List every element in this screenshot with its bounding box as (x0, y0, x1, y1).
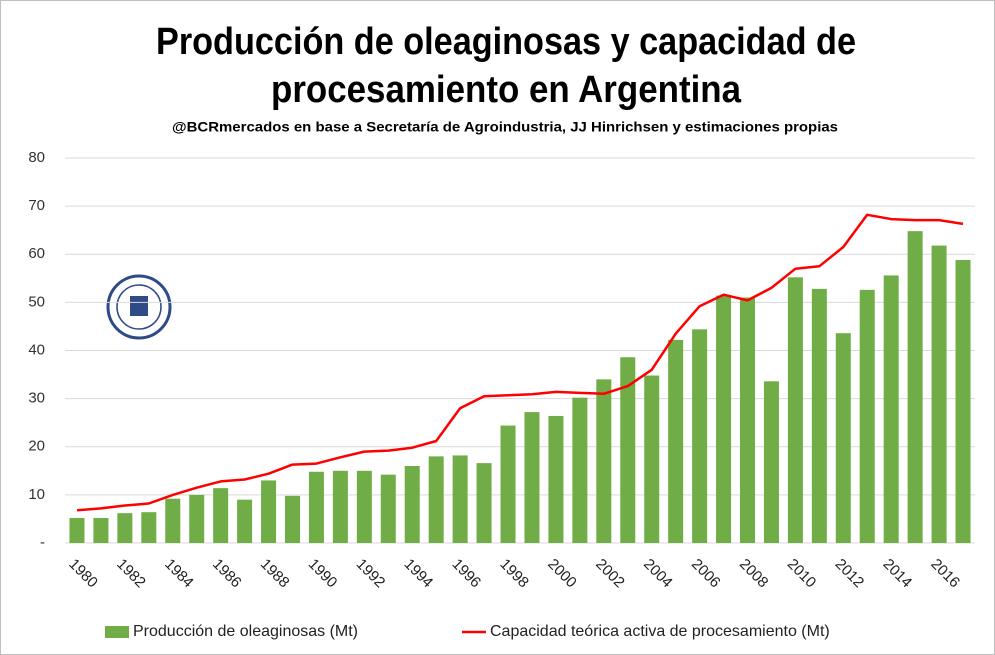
bar (548, 415, 564, 543)
bar (93, 517, 109, 543)
bar (452, 455, 468, 543)
line (76, 213, 964, 512)
bar (428, 456, 444, 543)
bar (141, 512, 157, 543)
bar (716, 295, 732, 543)
y-tick-label: 40 (28, 341, 45, 358)
bar (165, 498, 181, 543)
legend-label: Producción de oleaginosas (Mt) (133, 623, 358, 640)
bar (644, 375, 660, 543)
y-tick-label: 80 (28, 149, 45, 166)
bar (500, 425, 516, 543)
y-tick-label: 10 (28, 486, 45, 503)
bar (404, 466, 420, 543)
chart-title: Producción de oleaginosas y capacidad de (156, 21, 856, 63)
y-tick-label: 70 (28, 197, 45, 214)
bar (237, 499, 253, 543)
bar (117, 513, 133, 543)
chart-subtitle: @BCRmercados en base a Secretaría de Agr… (172, 119, 838, 135)
bar (907, 231, 923, 543)
y-tick-label: - (40, 534, 45, 551)
bar (811, 288, 827, 543)
y-tick-label: 30 (28, 390, 45, 407)
bar (380, 474, 396, 543)
bar (955, 260, 971, 543)
bar (692, 329, 708, 543)
chart-title: procesamiento en Argentina (271, 69, 742, 111)
bar (883, 275, 899, 543)
bar (620, 357, 636, 543)
bar (740, 297, 755, 543)
y-tick-label: 20 (28, 438, 45, 455)
bar (189, 494, 205, 543)
y-tick-label: 60 (28, 245, 45, 262)
bar (931, 245, 947, 543)
bar (213, 488, 229, 543)
bar (596, 379, 612, 543)
bar (308, 471, 324, 543)
legend-swatch (105, 626, 129, 638)
bar (332, 470, 348, 543)
bar (572, 397, 588, 543)
logo (106, 274, 172, 340)
bar (835, 333, 851, 543)
bar (69, 517, 85, 543)
bar (787, 277, 803, 543)
y-tick-label: 50 (28, 293, 45, 310)
bar (524, 412, 540, 543)
bar (476, 463, 492, 543)
bar (261, 480, 277, 543)
bar (763, 381, 779, 543)
bar (668, 339, 684, 543)
bar (356, 470, 372, 543)
bar (285, 495, 300, 543)
legend-label: Capacidad teórica activa de procesamient… (490, 623, 830, 640)
bar (859, 289, 875, 543)
